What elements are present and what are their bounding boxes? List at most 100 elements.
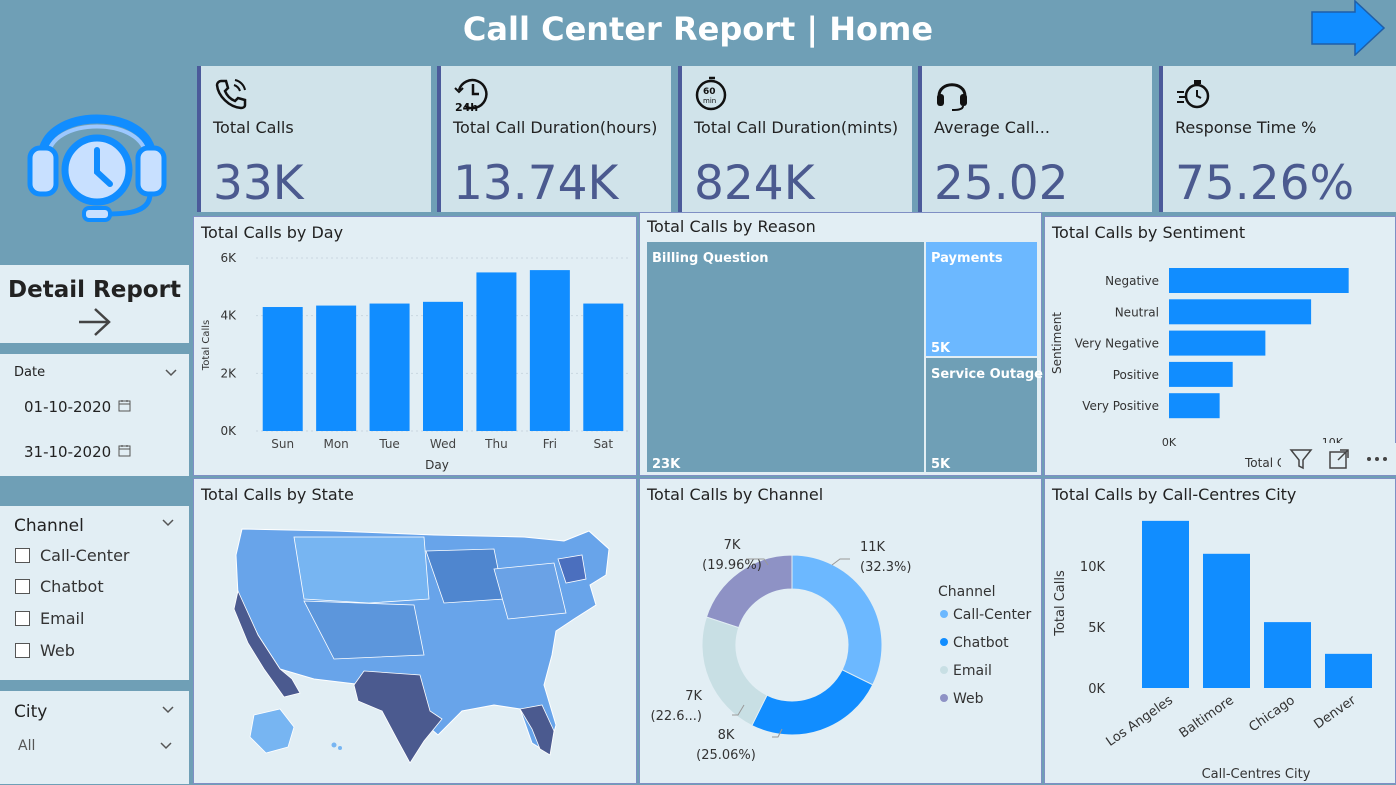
chevron-down-icon[interactable]	[160, 739, 172, 751]
next-page-arrow-icon[interactable]	[1311, 0, 1385, 56]
kpi-value: 25.02	[934, 156, 1069, 211]
chart-calls-by-state: Total Calls by State	[193, 478, 637, 784]
chart-calls-by-reason: Total Calls by Reason Billing Question 2…	[639, 212, 1043, 476]
x-tick-label: Chicago	[1246, 693, 1297, 735]
kpi-label: Total Call Duration(hours)	[453, 118, 658, 137]
treemap-value: 23K	[652, 457, 681, 472]
channel-option-call-center[interactable]: Call-Center	[15, 546, 130, 565]
bar[interactable]	[1203, 553, 1250, 688]
map-state-new-york[interactable]	[557, 554, 587, 584]
kpi-card-duration-hours: 24h Total Call Duration(hours) 13.74K	[437, 66, 671, 212]
legend-label[interactable]: Chatbot	[953, 635, 1009, 651]
bar[interactable]	[262, 307, 303, 431]
chevron-down-icon[interactable]	[162, 703, 174, 715]
map-state-alaska[interactable]	[249, 708, 295, 754]
legend-marker[interactable]	[940, 610, 948, 618]
legend-marker[interactable]	[940, 694, 948, 702]
map-state-california[interactable]	[233, 589, 301, 698]
bar[interactable]	[1142, 520, 1189, 688]
channel-filter: Channel Call-Center Chatbot Email Web	[0, 506, 189, 680]
more-options-icon[interactable]	[1365, 455, 1389, 463]
checkbox[interactable]	[15, 548, 30, 563]
calendar-icon[interactable]	[118, 444, 131, 457]
x-axis-title: Day	[425, 458, 449, 472]
svg-text:min: min	[703, 97, 716, 105]
map-region-central[interactable]	[303, 600, 425, 660]
treemap-tile-outage[interactable]	[926, 358, 1037, 472]
date-filter: Date 01-10-2020 31-10-2020	[0, 354, 189, 476]
map-region-east[interactable]	[493, 562, 567, 620]
x-tick-label: Los Angeles	[1104, 693, 1176, 750]
city-select[interactable]: All	[18, 738, 36, 754]
legend-marker[interactable]	[940, 638, 948, 646]
bar[interactable]	[1169, 393, 1220, 419]
focus-mode-icon[interactable]	[1328, 448, 1350, 470]
x-tick-label: Baltimore	[1177, 693, 1237, 741]
x-tick-label: 0K	[1162, 436, 1177, 449]
map-state-florida[interactable]	[519, 704, 555, 756]
kpi-value: 824K	[694, 156, 815, 211]
leader-line	[831, 558, 850, 566]
city-filter-label: City	[14, 702, 48, 722]
donut-slice[interactable]	[751, 669, 874, 736]
legend-label[interactable]: Call-Center	[953, 607, 1032, 623]
filter-icon[interactable]	[1289, 447, 1313, 471]
legend-title: Channel	[938, 584, 995, 600]
bar[interactable]	[1169, 299, 1312, 325]
x-tick-label: Denver	[1311, 693, 1359, 733]
svg-text:60: 60	[703, 87, 716, 97]
checkbox[interactable]	[15, 579, 30, 594]
y-tick-label: Negative	[1105, 274, 1159, 288]
bar[interactable]	[316, 305, 357, 431]
checkbox[interactable]	[15, 643, 30, 658]
chevron-down-icon[interactable]	[165, 366, 177, 378]
bar[interactable]	[1169, 268, 1349, 293]
x-tick-label: Sun	[271, 437, 294, 451]
map-state-hawaii[interactable]	[331, 742, 337, 748]
call-center-logo-icon	[27, 114, 167, 222]
map-state-hawaii[interactable]	[338, 746, 342, 750]
channel-option-email[interactable]: Email	[15, 609, 84, 628]
detail-report-label: Detail Report	[8, 277, 181, 303]
bar[interactable]	[476, 272, 517, 431]
treemap-tile-payments[interactable]	[926, 242, 1037, 356]
treemap-name: Service Outage	[931, 367, 1043, 382]
chart-title: Total Calls by State	[201, 485, 354, 504]
bar[interactable]	[1169, 361, 1233, 387]
channel-option-web[interactable]: Web	[15, 641, 75, 660]
detail-report-button[interactable]: Detail Report	[0, 265, 189, 343]
usa-choropleth-map[interactable]	[194, 479, 638, 785]
checkbox[interactable]	[15, 611, 30, 626]
bar[interactable]	[1169, 330, 1266, 356]
bar[interactable]	[369, 303, 410, 431]
bar[interactable]	[423, 301, 463, 431]
date-start-input[interactable]: 01-10-2020	[24, 398, 112, 416]
legend-label[interactable]: Email	[953, 663, 992, 679]
svg-text:24h: 24h	[455, 101, 478, 112]
legend-marker[interactable]	[940, 666, 948, 674]
donut-slice[interactable]	[701, 616, 768, 727]
donut-slice[interactable]	[705, 554, 793, 629]
bar[interactable]	[529, 270, 570, 431]
kpi-label: Response Time %	[1175, 118, 1317, 137]
channel-option-chatbot[interactable]: Chatbot	[15, 577, 104, 596]
bar[interactable]	[1264, 622, 1311, 688]
calendar-icon[interactable]	[118, 399, 131, 412]
slice-percent-label: (22.6...)	[651, 709, 703, 724]
page-title: Call Center Report | Home	[462, 10, 934, 48]
stopwatch-icon	[1177, 80, 1210, 109]
y-tick-label: 2K	[220, 366, 237, 380]
y-tick-label: Very Positive	[1082, 399, 1159, 413]
map-region-north[interactable]	[293, 536, 430, 604]
legend-label[interactable]: Web	[953, 691, 984, 707]
slice-value-label: 7K	[685, 689, 702, 704]
donut-slice[interactable]	[791, 554, 883, 686]
date-end-input[interactable]: 31-10-2020	[24, 443, 112, 461]
map-state-texas[interactable]	[353, 670, 443, 764]
treemap-tile-billing[interactable]	[647, 242, 924, 472]
chart-title: Total Calls by Day	[201, 223, 344, 242]
bar[interactable]	[583, 303, 624, 431]
bar[interactable]	[1325, 653, 1372, 688]
chevron-down-icon[interactable]	[162, 516, 174, 528]
